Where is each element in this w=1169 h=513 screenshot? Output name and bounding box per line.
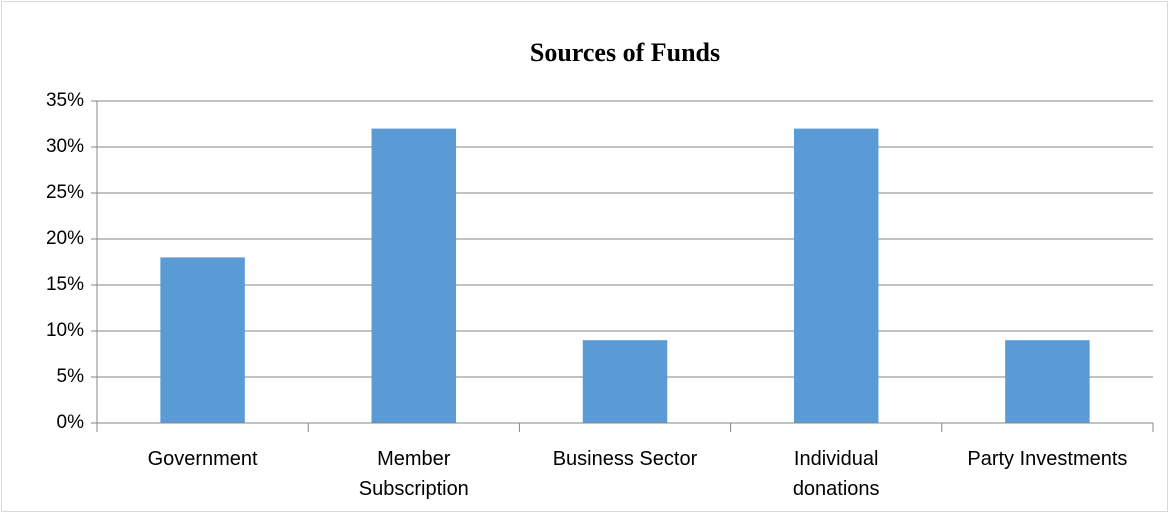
y-tick-label: 5% [57,366,85,387]
bar [1005,340,1090,423]
y-tick-label: 0% [57,412,85,433]
chart-title: Sources of Funds [530,38,720,67]
y-tick-label: 20% [46,228,84,249]
x-tick-label: Business Sector [552,448,698,470]
y-tick-label: 30% [46,136,84,157]
y-tick-label: 25% [46,182,84,203]
x-tick-label: Government [147,448,258,470]
bar [160,257,245,423]
y-tick-label: 10% [46,320,84,341]
bar [582,340,668,423]
x-tick-label: Party Investments [967,448,1128,470]
x-tick-label: Member Subscription [358,448,469,500]
x-tick-label: Individual donations [792,448,880,500]
y-tick-label: 35% [46,90,84,111]
bar [793,128,879,423]
y-tick-label: 15% [46,274,84,295]
bar [371,128,457,423]
